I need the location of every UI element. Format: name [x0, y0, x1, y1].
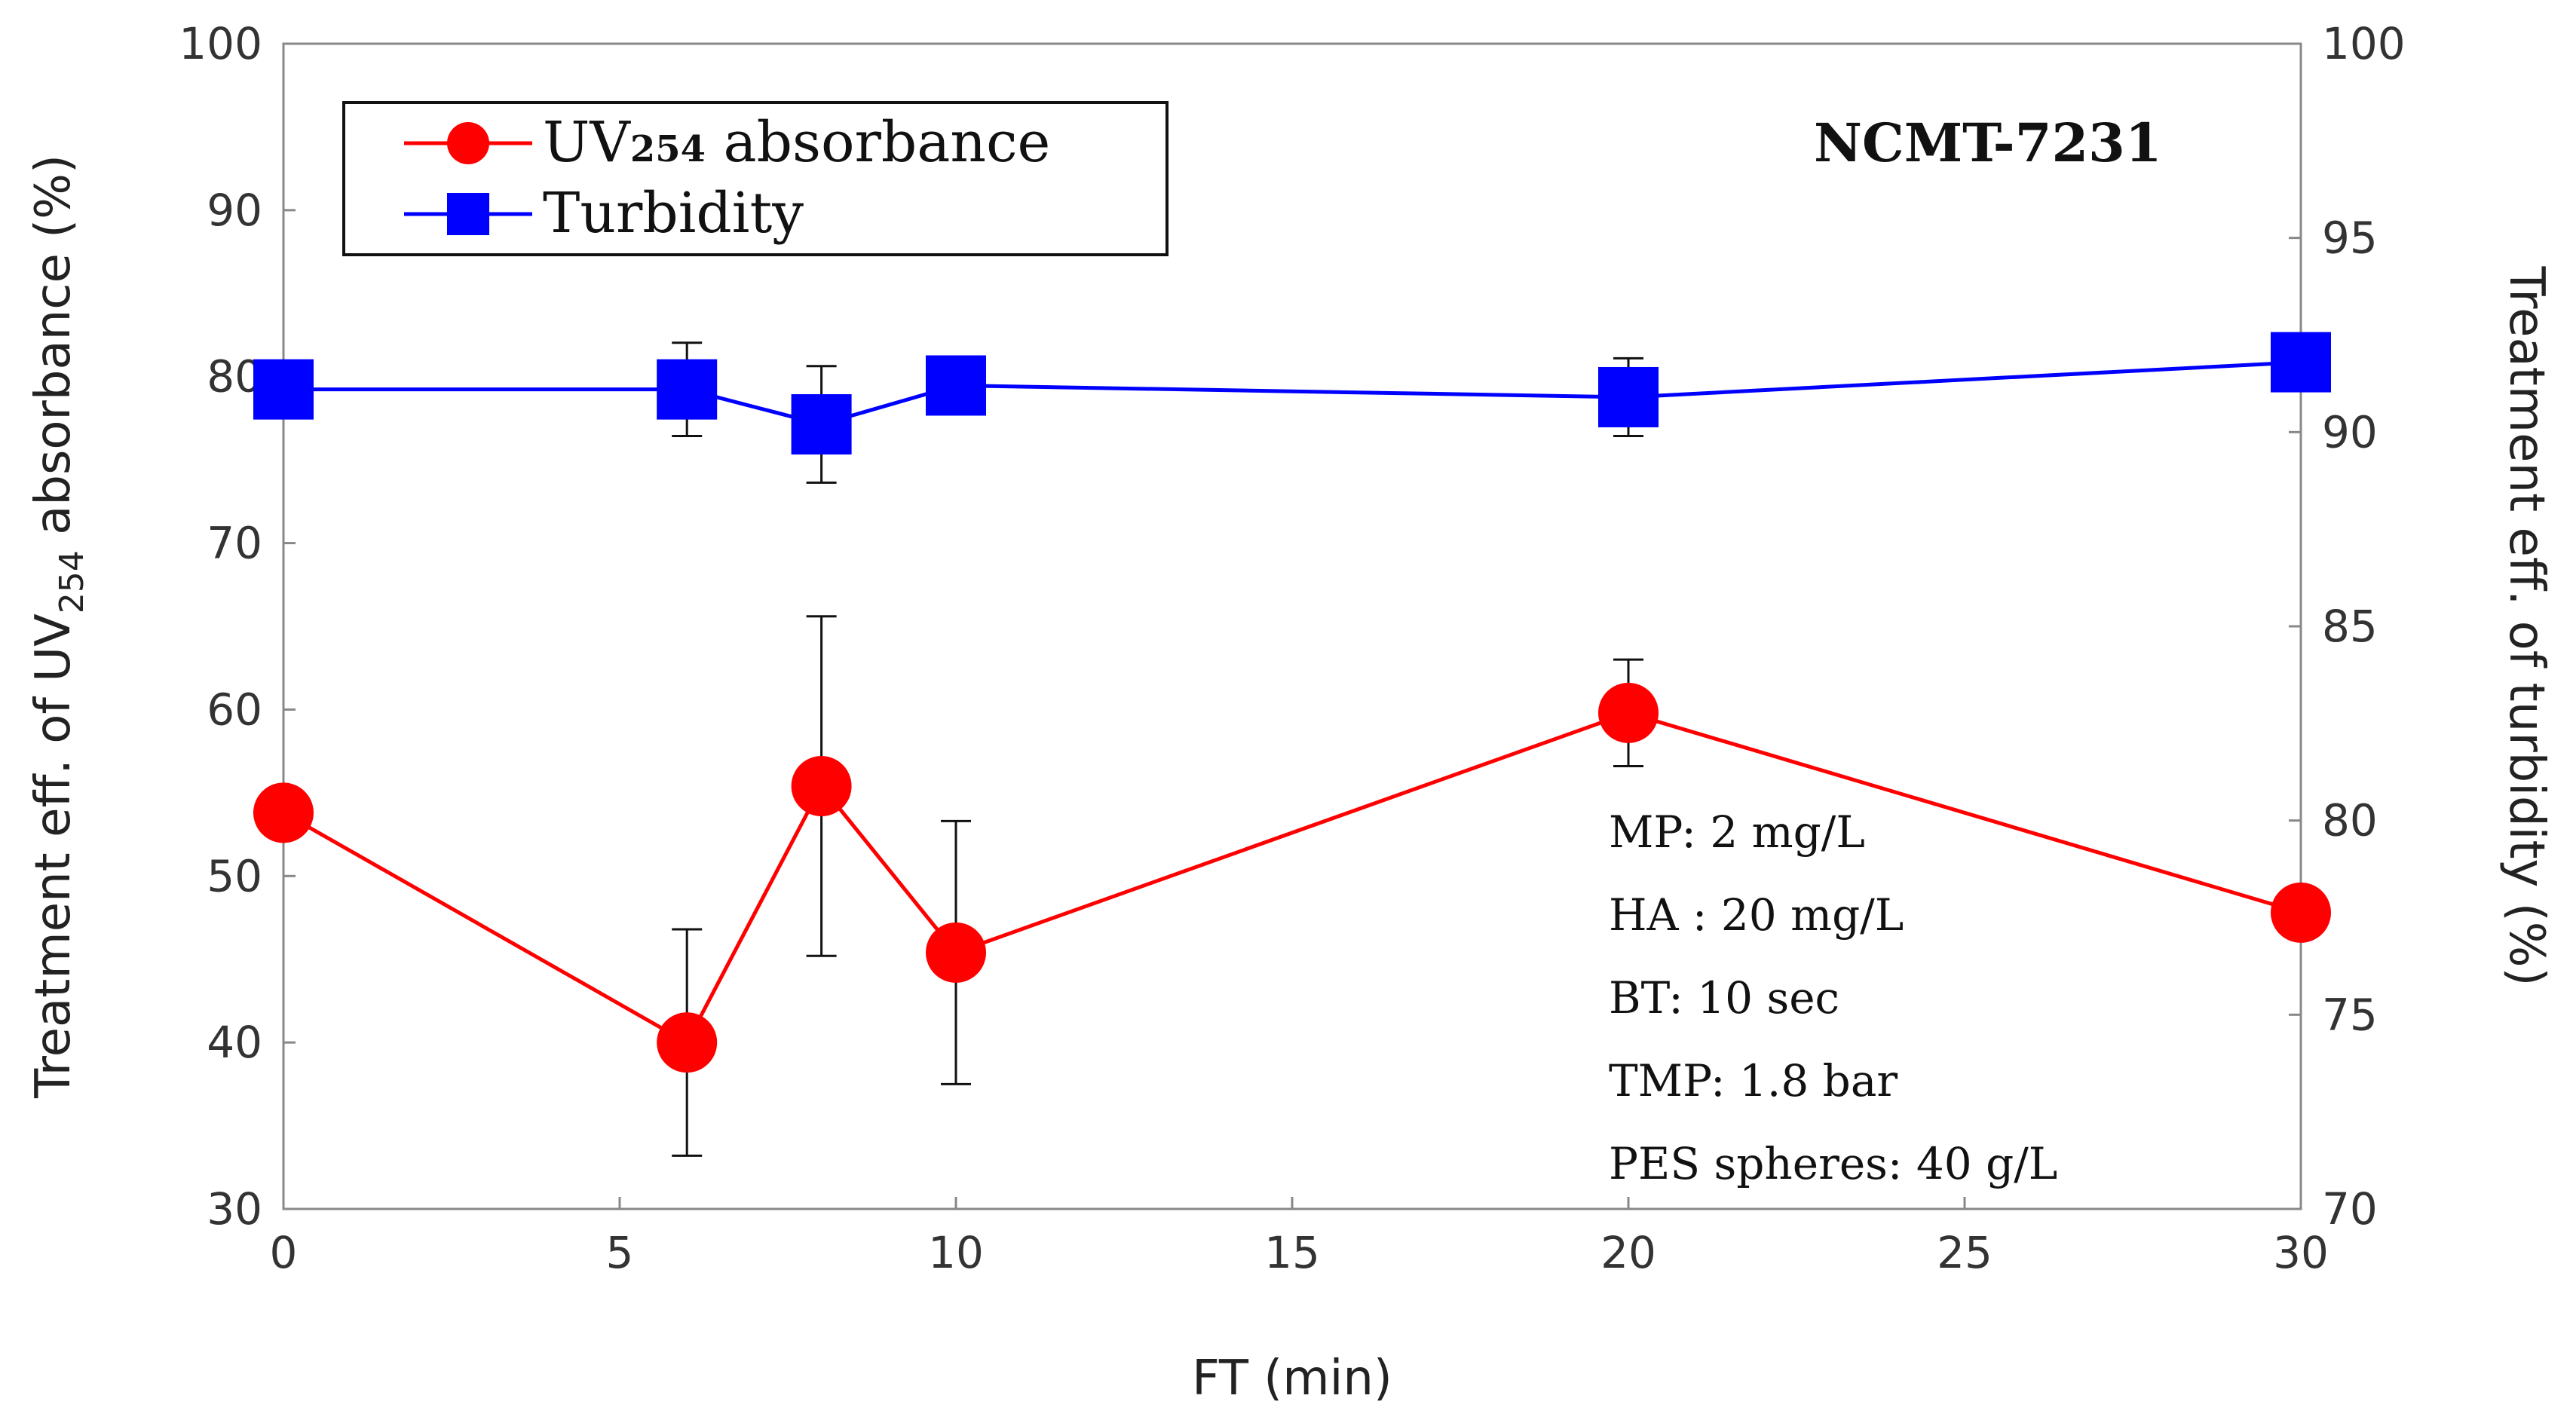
y-right-tick-label: 90	[2322, 406, 2378, 457]
legend-uv-post: absorbance	[706, 110, 1050, 175]
x-axis-title: FT (min)	[1192, 1351, 1392, 1406]
y-right-tick-label: 85	[2322, 601, 2378, 652]
data-point-turbidity	[791, 394, 852, 455]
y-axis-title-left: Treatment eff. of UV254 absorbance (%)	[26, 155, 91, 1099]
series-turbidity	[253, 332, 2331, 484]
axis-ticks	[282, 42, 2302, 1210]
condition-pes: PES spheres: 40 g/L	[1609, 1138, 2057, 1189]
y-right-tick-label: 75	[2322, 989, 2378, 1040]
data-point-uv	[253, 782, 314, 843]
data-point-turbidity	[253, 359, 314, 420]
data-point-turbidity	[926, 355, 986, 416]
y-right-tick-label: 70	[2322, 1183, 2378, 1235]
data-point-uv	[926, 922, 986, 983]
x-tick-label: 25	[1937, 1227, 1992, 1278]
x-tick-label: 0	[270, 1227, 298, 1278]
x-tick-label: 30	[2273, 1227, 2329, 1278]
series-layer	[253, 332, 2331, 1157]
conditions-box: MP: 2 mg/L HA : 20 mg/L BT: 10 sec TMP: …	[1609, 806, 2057, 1189]
y-left-title-post: absorbance (%)	[26, 155, 81, 550]
data-point-uv	[2271, 882, 2331, 943]
y-left-tick-label: 90	[207, 185, 262, 236]
legend-uv-pre: UV	[543, 110, 631, 175]
tick-labels: 0 5 10 15 20 25 30 30 40 50 60 70 80 90 100 70 75 80 85 90 9…	[179, 18, 2405, 1278]
legend-uv-marker	[447, 122, 489, 164]
condition-mp: MP: 2 mg/L	[1609, 806, 1865, 858]
data-point-uv	[657, 1012, 718, 1073]
y-right-tick-label: 80	[2322, 795, 2378, 846]
y-left-tick-label: 100	[179, 18, 262, 69]
y-right-tick-label: 100	[2322, 18, 2406, 69]
legend-turbidity-marker	[447, 193, 489, 235]
data-point-uv	[1598, 682, 1659, 743]
data-point-turbidity	[1598, 366, 1659, 427]
series-line-uv	[282, 711, 2302, 1045]
y-right-tick-label: 95	[2322, 213, 2378, 264]
legend: UV254 absorbance Turbidity	[342, 101, 1169, 256]
condition-tmp: TMP: 1.8 bar	[1609, 1055, 1898, 1106]
y-left-tick-label: 50	[207, 850, 262, 901]
x-tick-label: 20	[1600, 1227, 1656, 1278]
sample-label: NCMT-7231	[1814, 112, 2162, 174]
condition-bt: BT: 10 sec	[1609, 972, 1839, 1024]
y-left-title-sub: 254	[53, 550, 91, 614]
legend-turbidity-label: Turbidity	[543, 181, 804, 246]
data-point-uv	[791, 756, 852, 817]
y-left-tick-label: 60	[207, 684, 262, 735]
x-tick-label: 5	[606, 1227, 634, 1278]
y-left-tick-label: 40	[207, 1017, 262, 1068]
condition-ha: HA : 20 mg/L	[1609, 889, 1904, 941]
y-left-tick-label: 30	[207, 1183, 262, 1235]
y-left-tick-label: 70	[207, 518, 262, 569]
legend-uv-label: UV254 absorbance	[543, 110, 1050, 175]
y-axis-title-right: Treatment eff. of turbidity (%)	[2498, 265, 2554, 986]
legend-uv-sub: 254	[630, 128, 706, 170]
series-uv	[253, 615, 2331, 1157]
x-tick-label: 10	[928, 1227, 984, 1278]
series-line-turbidity	[283, 360, 2302, 427]
y-left-tick-label: 80	[207, 351, 262, 402]
data-point-turbidity	[2271, 332, 2331, 393]
x-tick-label: 15	[1264, 1227, 1320, 1278]
data-point-turbidity	[657, 359, 718, 420]
y-left-title-pre: Treatment eff. of UV	[26, 614, 81, 1099]
